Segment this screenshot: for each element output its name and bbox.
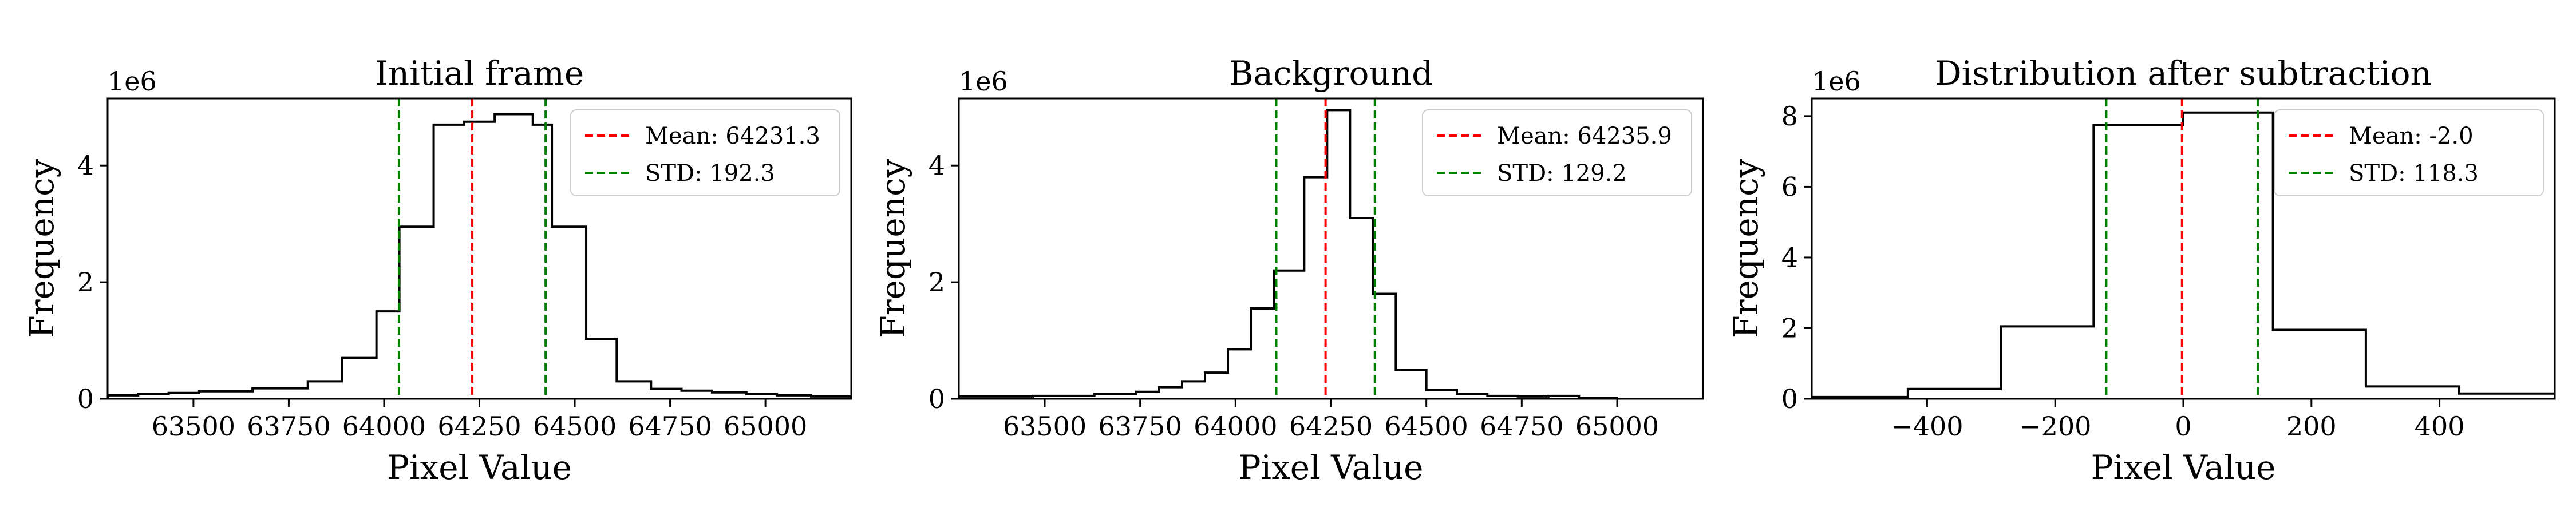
legend-entry: Mean: 64235.9 (1497, 123, 1672, 149)
x-tick-label: 200 (2286, 411, 2337, 442)
y-offset-label: 1e6 (1812, 66, 1861, 97)
x-tick-label: 64250 (1289, 411, 1373, 442)
y-tick-label: 4 (929, 150, 945, 181)
histogram-outline (108, 113, 851, 399)
x-tick-label: 0 (2175, 411, 2191, 442)
x-axis-label: Pixel Value (387, 448, 572, 487)
x-axis-label: Pixel Value (2091, 448, 2276, 487)
x-tick-label: 64500 (1384, 411, 1468, 442)
y-tick-label: 2 (1781, 312, 1798, 343)
y-axis-label: Frequency (1726, 159, 1765, 338)
x-tick-label: 64000 (1194, 411, 1277, 442)
chart-title: Distribution after subtraction (1935, 54, 2432, 93)
legend-entry: Mean: 64231.3 (645, 123, 820, 149)
legend-box (2274, 109, 2544, 196)
y-tick-label: 4 (77, 150, 94, 181)
x-tick-label: 63500 (152, 411, 235, 442)
legend-box (1422, 109, 1692, 196)
y-tick-label: 4 (1781, 242, 1798, 273)
y-tick-label: 2 (929, 267, 945, 298)
y-offset-label: 1e6 (959, 66, 1008, 97)
y-tick-label: 0 (77, 383, 94, 414)
x-tick-label: 400 (2415, 411, 2465, 442)
legend: Mean: -2.0 STD: 118.3 (2274, 109, 2544, 196)
y-tick-label: 0 (929, 383, 945, 414)
y-tick-label: 8 (1781, 101, 1798, 132)
legend-entry: STD: 118.3 (2349, 160, 2479, 187)
y-axis-label: Frequency (22, 159, 61, 338)
chart-panel-3: −400 −200 0 200 400 0 2 4 6 8 1e6 Distribution afte… (1726, 54, 2556, 487)
y-tick-label: 0 (1781, 383, 1798, 414)
x-tick-label: −200 (2019, 411, 2091, 442)
x-tick-label: 63500 (1003, 411, 1086, 442)
x-tick-label: 64750 (628, 411, 712, 442)
histogram-outline (959, 109, 1618, 399)
legend-entry: STD: 192.3 (645, 160, 775, 187)
x-axis-label: Pixel Value (1239, 448, 1424, 487)
x-tick-label: 64750 (1480, 411, 1563, 442)
legend-entry: STD: 129.2 (1497, 160, 1627, 187)
x-tick-label: 65000 (724, 411, 807, 442)
y-offset-label: 1e6 (108, 66, 157, 97)
legend: Mean: 64231.3 STD: 192.3 (570, 109, 840, 196)
x-tick-label: 63750 (1098, 411, 1182, 442)
chart-panel-2: 63500 63750 64000 64250 64500 64750 65000 0 2 4 1e… (874, 54, 1704, 487)
y-tick-label: 2 (77, 267, 94, 298)
chart-title: Initial frame (375, 54, 584, 93)
x-tick-label: 65000 (1575, 411, 1659, 442)
legend-entry: Mean: -2.0 (2349, 123, 2474, 149)
x-tick-label: 64500 (533, 411, 617, 442)
chart-title: Background (1229, 54, 1433, 93)
histogram-outline (1812, 111, 2555, 399)
chart-panel-1: 63500 63750 64000 64250 64500 64750 65000 0 2 4 1e… (22, 54, 852, 487)
y-tick-label: 6 (1781, 171, 1798, 202)
y-axis-label: Frequency (874, 159, 912, 338)
legend-box (570, 109, 840, 196)
x-tick-label: −400 (1891, 411, 1963, 442)
legend: Mean: 64235.9 STD: 129.2 (1422, 109, 1692, 196)
x-tick-label: 64000 (342, 411, 426, 442)
x-tick-label: 64250 (437, 411, 521, 442)
x-tick-label: 63750 (247, 411, 330, 442)
